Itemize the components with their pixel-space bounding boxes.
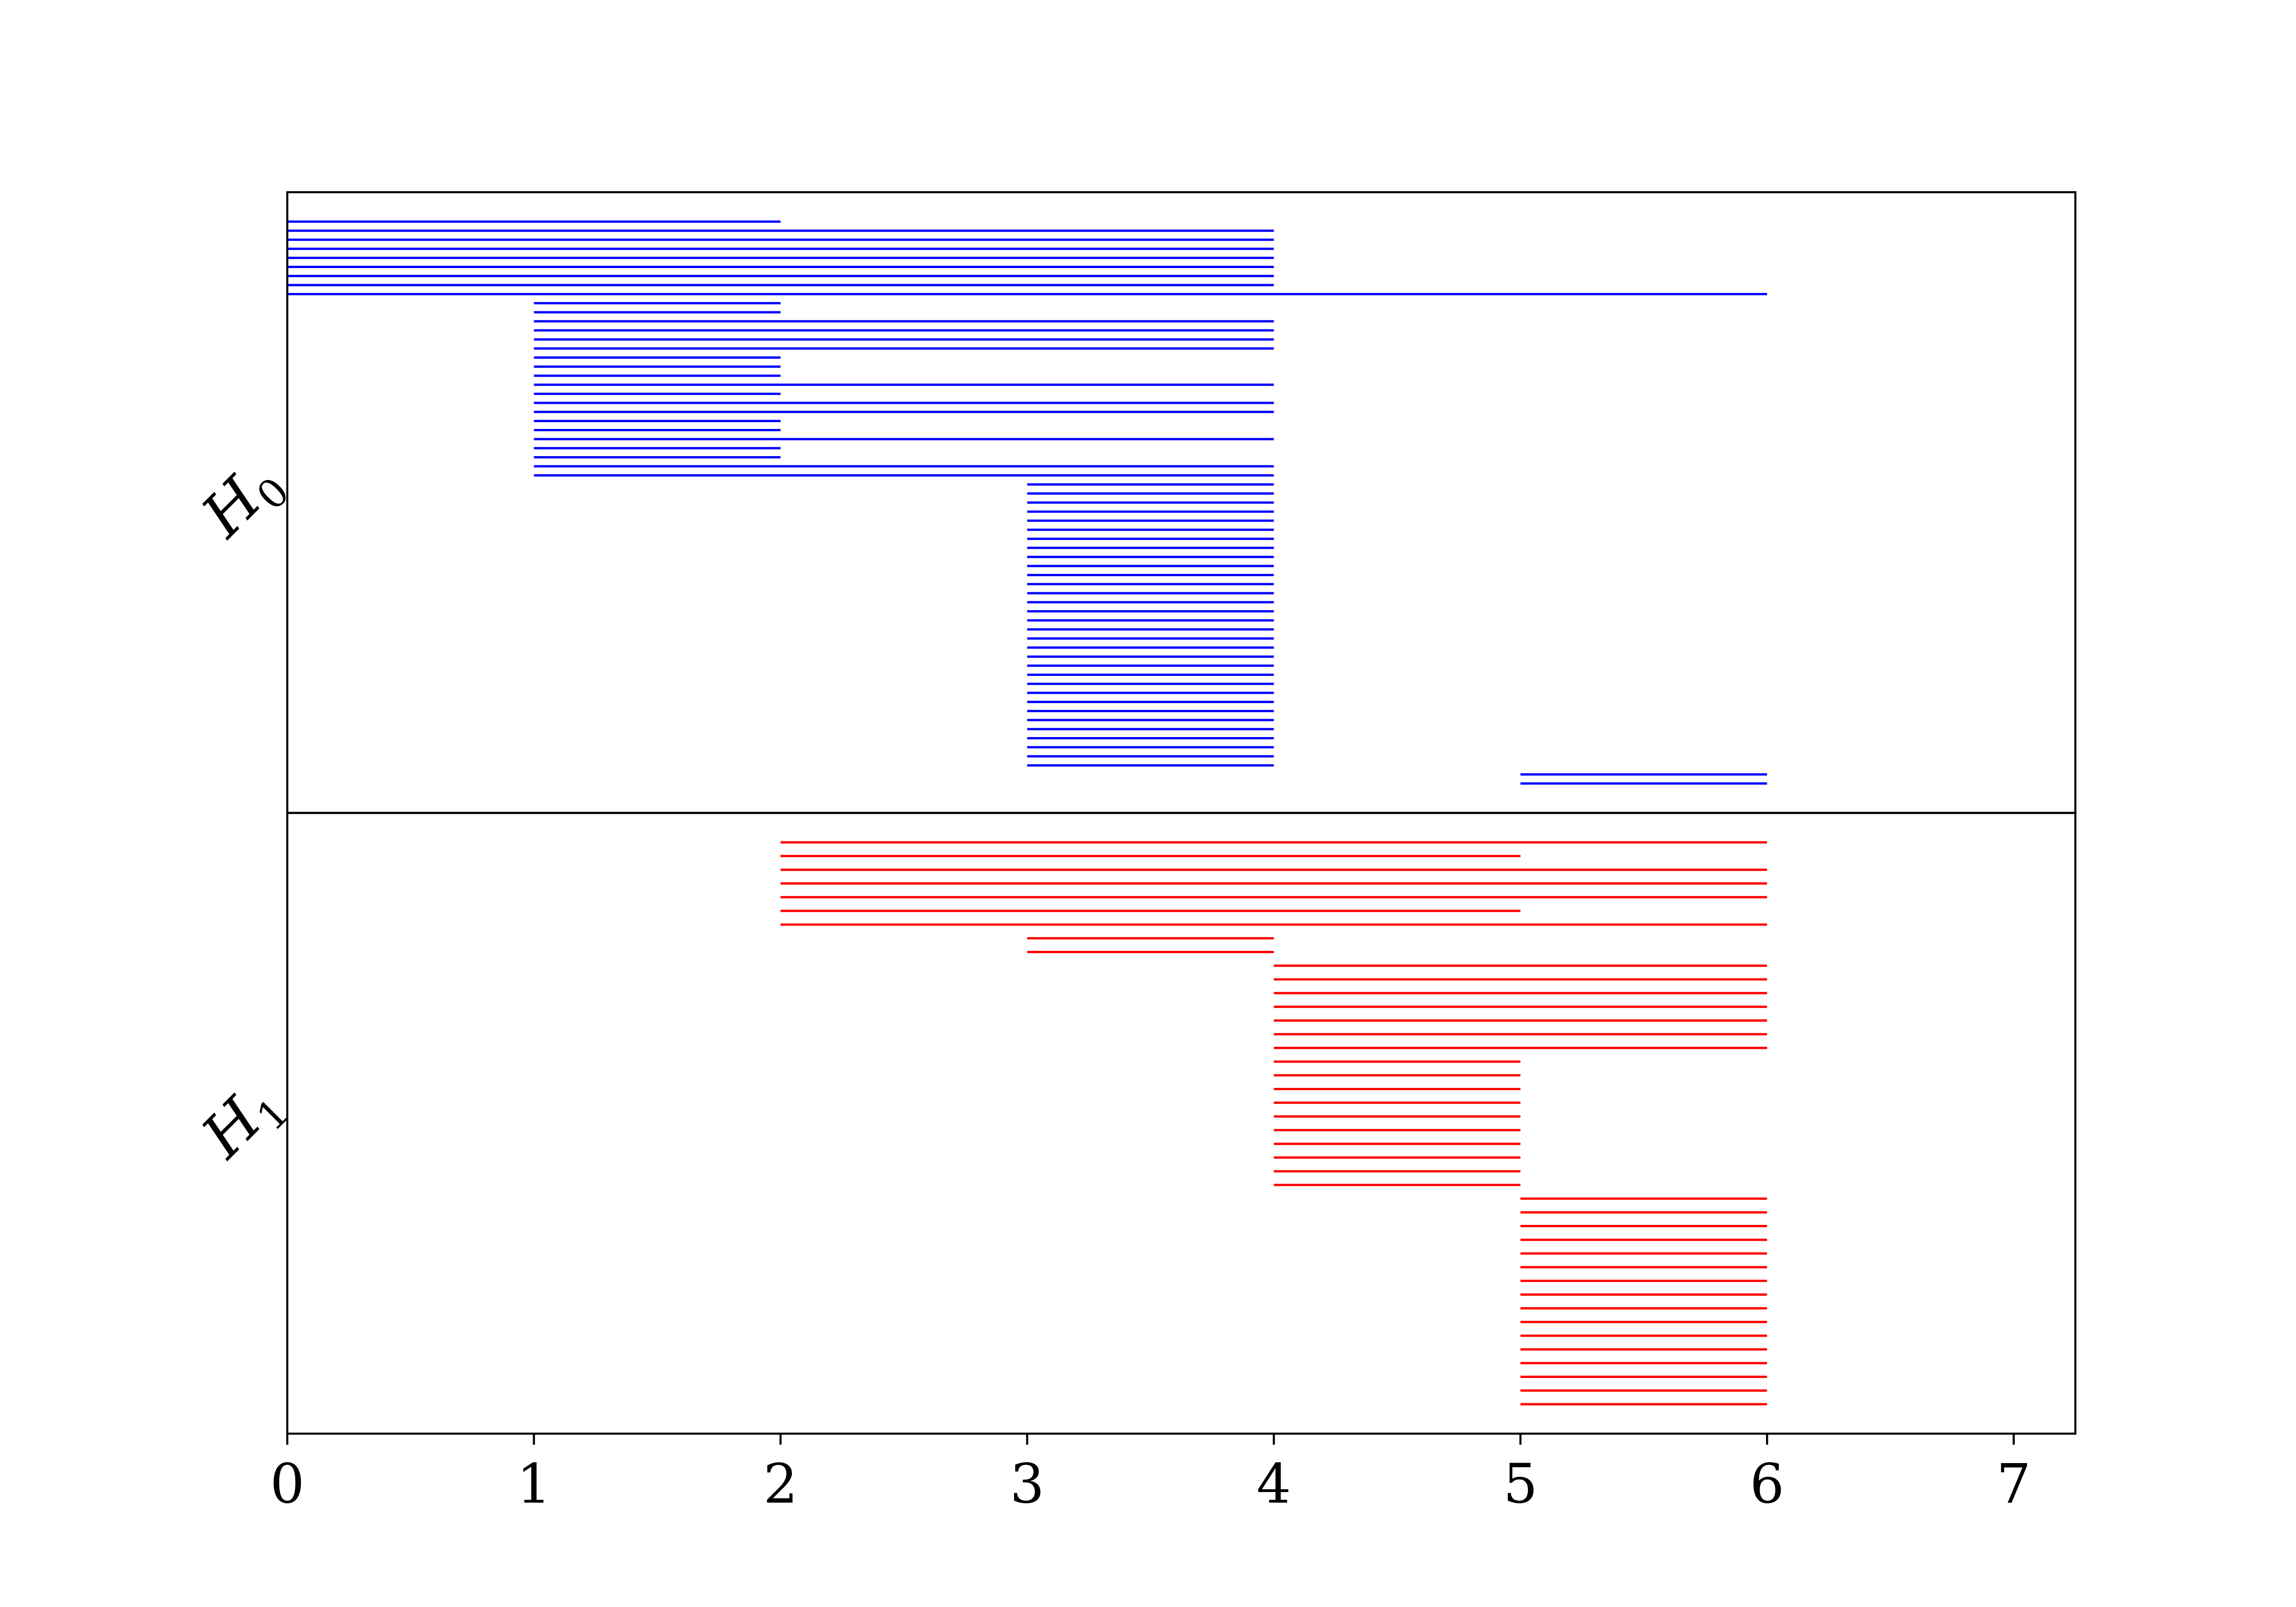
x-tick-label: 4 <box>1257 1452 1291 1515</box>
x-tick-label: 2 <box>763 1452 798 1515</box>
h1-panel-bars <box>781 841 1767 1406</box>
h1-panel-frame <box>286 812 2077 1435</box>
x-tick-label: 3 <box>1010 1452 1044 1515</box>
x-tick-label: 7 <box>1996 1452 2031 1515</box>
x-tick-label: 1 <box>517 1452 551 1515</box>
x-axis: 0 1 2 3 4 5 6 7 <box>270 1434 2031 1515</box>
x-tick-label: 6 <box>1750 1452 1784 1515</box>
h0-panel-bars <box>287 220 1767 785</box>
x-tick-label: 5 <box>1503 1452 1538 1515</box>
x-tick-label: 0 <box>270 1452 304 1515</box>
